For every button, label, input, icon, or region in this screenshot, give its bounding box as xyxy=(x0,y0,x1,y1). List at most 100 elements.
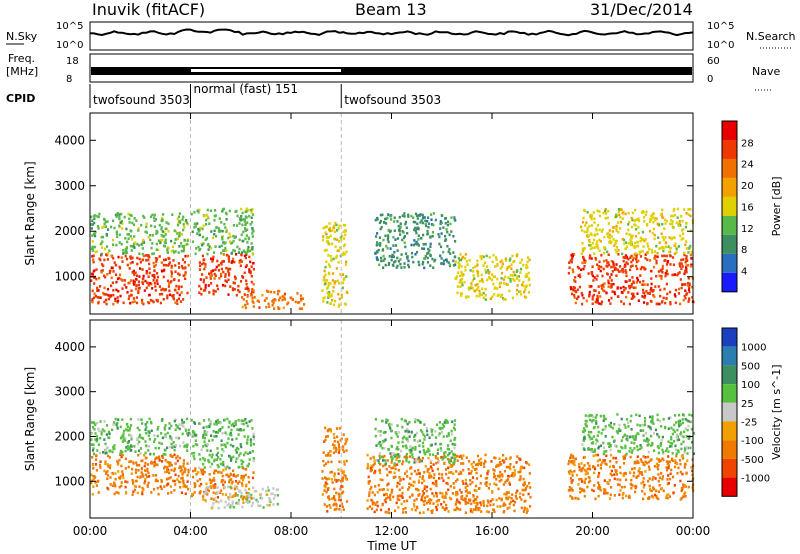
data-cell xyxy=(178,220,181,223)
data-cell xyxy=(163,258,166,262)
data-cell xyxy=(267,302,270,306)
data-cell xyxy=(623,485,626,489)
data-cell xyxy=(650,218,653,221)
data-cell xyxy=(674,444,677,448)
data-cell xyxy=(422,500,425,503)
data-cell xyxy=(660,277,663,280)
data-cell xyxy=(612,464,615,468)
data-cell xyxy=(595,229,598,232)
data-cell xyxy=(656,222,659,226)
data-cell xyxy=(454,493,457,497)
data-cell xyxy=(144,473,147,477)
data-cell xyxy=(691,285,694,289)
data-cell xyxy=(238,454,241,457)
data-cell xyxy=(321,493,324,496)
data-cell xyxy=(587,434,590,437)
data-cell xyxy=(166,294,169,297)
data-cell xyxy=(345,250,348,254)
data-cell xyxy=(106,486,109,490)
data-cell xyxy=(128,429,131,432)
data-cell xyxy=(594,258,598,261)
data-cell xyxy=(502,453,505,457)
data-cell xyxy=(171,479,175,483)
data-cell xyxy=(642,455,645,458)
data-cell xyxy=(441,262,444,265)
data-cell xyxy=(467,468,470,471)
data-cell xyxy=(575,473,579,477)
data-cell xyxy=(680,258,683,262)
data-cell xyxy=(242,501,245,504)
data-cell xyxy=(645,252,648,255)
data-cell xyxy=(337,478,340,482)
data-cell xyxy=(478,462,481,465)
data-cell xyxy=(130,472,133,475)
data-cell xyxy=(227,425,230,429)
colorbar-swatch xyxy=(722,177,737,197)
data-cell xyxy=(485,271,488,274)
data-cell xyxy=(589,254,592,257)
data-cell xyxy=(133,300,136,303)
data-cell xyxy=(478,459,481,462)
data-cell xyxy=(133,271,136,275)
data-cell xyxy=(452,264,456,267)
data-cell xyxy=(655,489,658,493)
data-cell xyxy=(392,235,395,239)
data-cell xyxy=(657,451,660,455)
data-cell xyxy=(186,474,189,477)
data-cell xyxy=(422,233,425,237)
data-cell xyxy=(390,489,394,492)
data-cell xyxy=(103,300,106,304)
data-cell xyxy=(91,463,94,467)
data-cell xyxy=(108,466,112,470)
data-cell xyxy=(436,448,440,452)
data-cell xyxy=(156,282,159,285)
data-cell xyxy=(164,470,167,474)
data-cell xyxy=(111,428,114,432)
data-cell xyxy=(675,433,679,436)
data-cell xyxy=(158,441,161,445)
data-cell xyxy=(104,462,107,466)
data-cell xyxy=(233,424,236,428)
data-cell xyxy=(456,291,459,295)
data-cell xyxy=(427,500,430,503)
data-cell xyxy=(204,263,207,266)
data-cell xyxy=(648,292,651,295)
data-cell xyxy=(300,307,303,310)
colorbar-label: Power [dB] xyxy=(770,176,783,236)
data-cell xyxy=(283,292,287,296)
data-cell xyxy=(390,423,393,426)
data-cell xyxy=(156,299,159,302)
data-cell xyxy=(580,225,583,229)
data-cell xyxy=(675,221,678,224)
data-cell xyxy=(326,429,329,433)
data-cell xyxy=(413,461,416,464)
data-cell xyxy=(375,257,379,260)
data-cell xyxy=(686,459,689,462)
data-cell xyxy=(329,295,332,298)
data-cell xyxy=(237,498,241,502)
data-cell xyxy=(481,278,484,281)
data-cell xyxy=(213,422,216,426)
data-cell xyxy=(459,508,462,511)
data-cell xyxy=(242,428,245,432)
colorbar-tick-label: 8 xyxy=(741,245,747,256)
data-cell xyxy=(368,491,371,494)
data-cell xyxy=(176,455,179,458)
data-cell xyxy=(398,482,401,486)
data-cell xyxy=(235,253,238,256)
data-cell xyxy=(609,276,612,279)
data-cell xyxy=(423,503,426,506)
data-cell xyxy=(476,495,479,499)
data-cell xyxy=(145,270,148,273)
data-cell xyxy=(647,245,650,248)
data-cell xyxy=(103,293,106,296)
data-cell xyxy=(450,450,453,453)
data-cell xyxy=(584,472,587,476)
data-cell xyxy=(229,285,232,288)
data-cell xyxy=(203,419,206,422)
data-cell xyxy=(199,458,202,461)
data-cell xyxy=(482,255,485,259)
data-cell xyxy=(592,450,595,453)
data-cell xyxy=(227,437,230,440)
data-cell xyxy=(429,236,432,239)
